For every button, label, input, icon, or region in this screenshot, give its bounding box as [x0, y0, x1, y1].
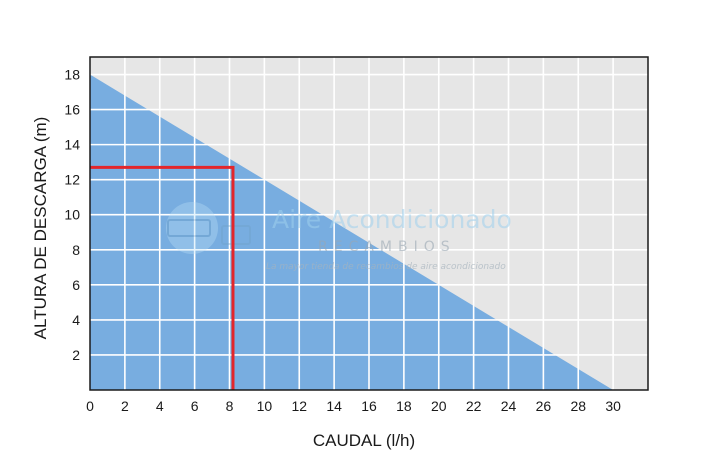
x-tick-label: 12 — [291, 398, 307, 414]
x-tick-label: 14 — [326, 398, 342, 414]
x-tick-label: 10 — [257, 398, 273, 414]
watermark: Aire Acondicionado RECAMBIOS La mayor ti… — [166, 202, 512, 272]
x-tick-label: 16 — [361, 398, 377, 414]
y-tick-label: 4 — [72, 312, 80, 328]
watermark-title: Aire Acondicionado — [272, 205, 512, 234]
watermark-tagline: La mayor tienda de recambios de aire aco… — [266, 262, 506, 272]
y-tick-label: 12 — [64, 172, 80, 188]
x-tick-label: 26 — [536, 398, 552, 414]
x-tick-label: 8 — [226, 398, 234, 414]
y-tick-label: 8 — [72, 242, 80, 258]
y-tick-label: 16 — [64, 102, 80, 118]
y-tick-label: 10 — [64, 207, 80, 223]
plot-frame — [89, 56, 649, 391]
x-tick-label: 24 — [501, 398, 517, 414]
x-tick-label: 6 — [191, 398, 199, 414]
x-tick-label: 18 — [396, 398, 412, 414]
x-tick-label: 4 — [156, 398, 164, 414]
x-tick-label: 30 — [605, 398, 621, 414]
operating-point-marker — [90, 165, 235, 390]
y-tick-label: 18 — [64, 67, 80, 83]
x-tick-label: 2 — [121, 398, 129, 414]
y-tick-labels: 2 4 6 8 10 12 14 16 18 — [64, 67, 80, 363]
performance-area — [90, 74, 614, 391]
horizontal-gridlines — [90, 73, 648, 356]
y-tick-label: 6 — [72, 277, 80, 293]
x-tick-label: 22 — [466, 398, 482, 414]
y-tick-label: 14 — [64, 137, 80, 153]
snowflake-logo-icon — [166, 202, 251, 254]
vertical-gridlines — [124, 57, 614, 390]
x-tick-label: 0 — [86, 398, 94, 414]
y-axis-label: ALTURA DE DESCARGA (m) — [31, 117, 50, 340]
y-tick-label: 2 — [72, 347, 80, 363]
watermark-subtitle: RECAMBIOS — [318, 239, 456, 255]
x-tick-label: 20 — [431, 398, 447, 414]
x-axis-label: CAUDAL (l/h) — [313, 431, 415, 450]
x-tick-label: 28 — [570, 398, 586, 414]
x-tick-labels: 0 2 4 6 8 10 12 14 16 18 20 22 24 26 28 30 — [86, 398, 621, 414]
